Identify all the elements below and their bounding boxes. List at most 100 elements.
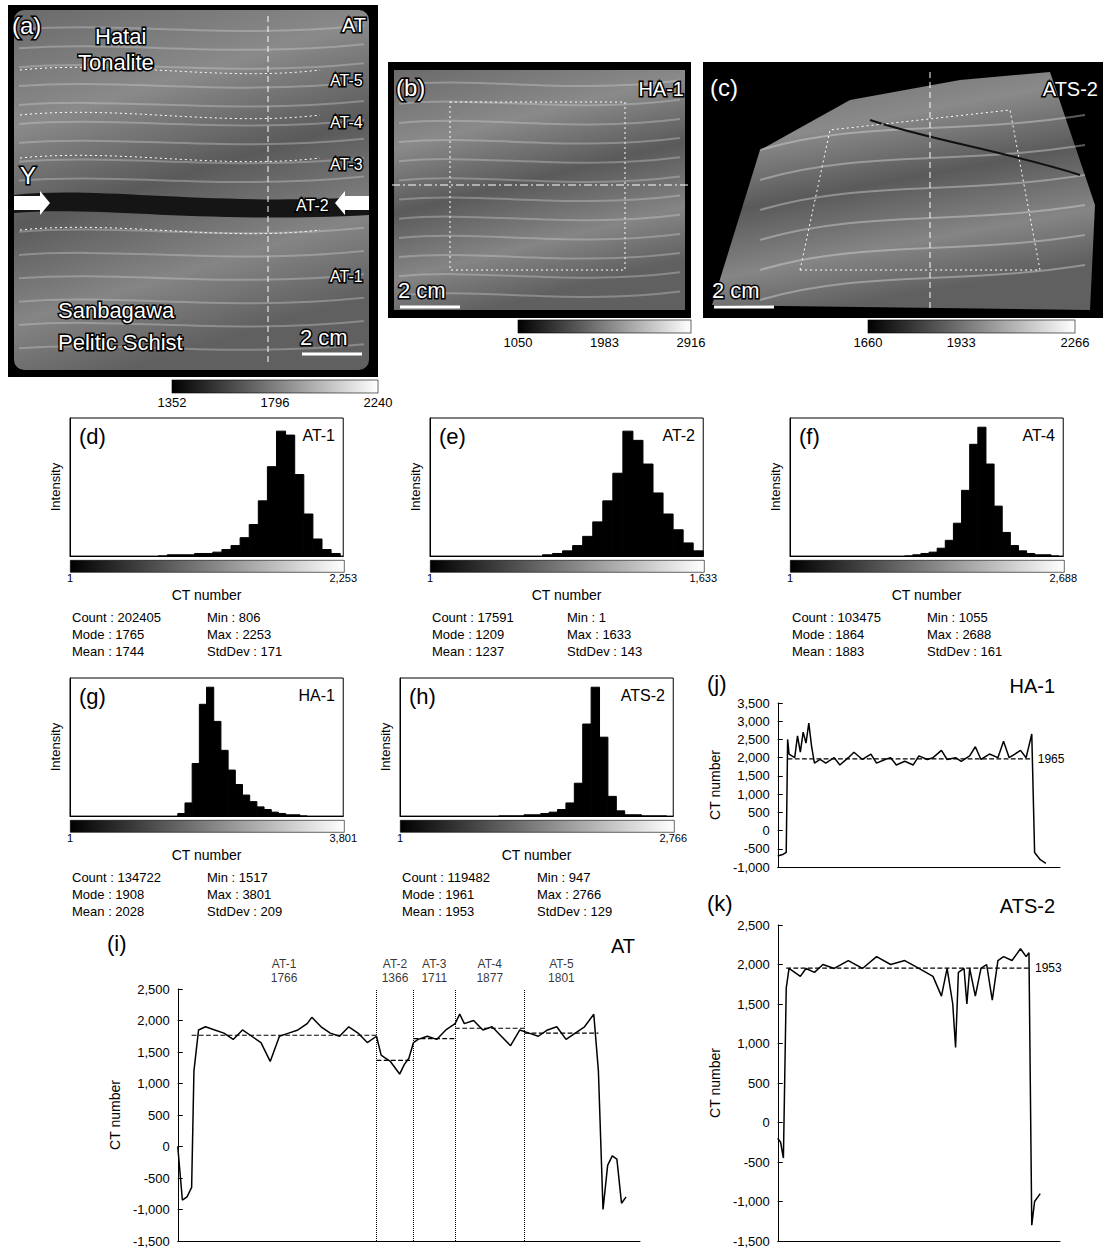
svg-text:1965: 1965 [1038,752,1065,766]
svg-text:CT number: CT number [707,1048,723,1118]
svg-text:-1,500: -1,500 [733,1234,770,1249]
svg-text:CT number: CT number [172,587,242,603]
svg-text:(j): (j) [707,671,727,696]
svg-text:ATS-2: ATS-2 [621,687,665,704]
svg-text:AT-4: AT-4 [478,957,503,971]
svg-text:CT number: CT number [892,587,962,603]
svg-text:2 cm: 2 cm [712,278,760,303]
svg-text:-500: -500 [744,1155,770,1170]
svg-text:1,500: 1,500 [737,997,770,1012]
svg-text:-1,000: -1,000 [133,1202,170,1217]
svg-text:1,633: 1,633 [689,572,717,584]
svg-text:1: 1 [787,572,793,584]
svg-text:2,688: 2,688 [1049,572,1077,584]
svg-text:Intensity: Intensity [378,722,393,771]
svg-text:HA-1: HA-1 [1009,675,1055,697]
svg-text:AT-3: AT-3 [330,156,363,173]
svg-text:Intensity: Intensity [768,462,783,511]
svg-text:AT-3: AT-3 [422,957,447,971]
svg-text:(c): (c) [710,74,738,101]
svg-text:-500: -500 [744,841,770,856]
svg-text:1,000: 1,000 [737,1036,770,1051]
svg-text:2240: 2240 [364,395,393,410]
svg-text:2,766: 2,766 [659,832,687,844]
svg-text:(d): (d) [79,424,106,449]
svg-text:1953: 1953 [1035,961,1062,975]
svg-text:-1,000: -1,000 [733,860,770,875]
svg-text:1,000: 1,000 [137,1076,170,1091]
svg-text:(i): (i) [107,931,127,956]
svg-text:AT-1: AT-1 [330,268,363,285]
svg-text:1801: 1801 [548,971,575,985]
svg-text:-1,500: -1,500 [133,1234,170,1249]
svg-text:2,000: 2,000 [737,957,770,972]
svg-text:AT-1: AT-1 [272,957,297,971]
svg-text:ATS-2: ATS-2 [1000,895,1055,917]
svg-text:2 cm: 2 cm [300,325,348,350]
svg-text:1,000: 1,000 [737,787,770,802]
svg-text:1877: 1877 [476,971,503,985]
svg-text:CT number: CT number [502,847,572,863]
svg-text:1660: 1660 [854,335,883,350]
svg-text:Sanbagawa: Sanbagawa [58,298,175,323]
svg-text:CT number: CT number [707,750,723,820]
svg-text:(e): (e) [439,424,466,449]
svg-text:0: 0 [163,1139,170,1154]
svg-text:2,500: 2,500 [737,918,770,933]
svg-text:1933: 1933 [947,335,976,350]
svg-text:1352: 1352 [158,395,187,410]
svg-text:-500: -500 [144,1171,170,1186]
svg-text:1: 1 [427,572,433,584]
svg-text:1050: 1050 [504,335,533,350]
svg-text:2,000: 2,000 [137,1013,170,1028]
svg-text:Intensity: Intensity [408,462,423,511]
svg-text:500: 500 [748,1076,770,1091]
svg-text:1,500: 1,500 [137,1045,170,1060]
svg-text:0: 0 [763,1115,770,1130]
svg-text:500: 500 [148,1108,170,1123]
svg-text:Intensity: Intensity [48,722,63,771]
svg-text:500: 500 [748,805,770,820]
svg-text:AT-5: AT-5 [549,957,574,971]
svg-text:Hatai: Hatai [95,24,146,49]
svg-text:1: 1 [67,572,73,584]
svg-text:Intensity: Intensity [48,462,63,511]
svg-text:AT: AT [611,935,635,957]
svg-text:AT: AT [342,14,366,36]
svg-text:1,500: 1,500 [737,768,770,783]
svg-text:1711: 1711 [421,971,447,985]
svg-text:2,253: 2,253 [329,572,357,584]
svg-text:CT number: CT number [107,1080,123,1150]
svg-text:3,801: 3,801 [329,832,357,844]
svg-text:1: 1 [67,832,73,844]
svg-text:ATS-2: ATS-2 [1043,78,1098,100]
svg-text:(a): (a) [12,12,41,39]
svg-text:(h): (h) [409,684,436,709]
svg-text:2,000: 2,000 [737,750,770,765]
svg-text:-1,000: -1,000 [733,1194,770,1209]
svg-text:1766: 1766 [271,971,298,985]
svg-text:AT-2: AT-2 [383,957,408,971]
svg-text:(g): (g) [79,684,106,709]
svg-text:2,500: 2,500 [737,732,770,747]
svg-text:(b): (b) [396,74,425,101]
svg-text:AT-4: AT-4 [1022,427,1055,444]
svg-text:HA-1: HA-1 [299,687,336,704]
svg-text:2,500: 2,500 [137,982,170,997]
svg-text:(k): (k) [707,891,733,916]
svg-text:CT number: CT number [532,587,602,603]
svg-text:AT-2: AT-2 [296,197,329,214]
svg-text:1983: 1983 [590,335,619,350]
svg-text:AT-1: AT-1 [302,427,335,444]
svg-text:AT-4: AT-4 [330,114,363,131]
svg-text:1796: 1796 [261,395,290,410]
svg-text:1366: 1366 [382,971,409,985]
svg-text:Y: Y [20,162,36,189]
svg-text:2266: 2266 [1061,335,1090,350]
svg-text:AT-2: AT-2 [662,427,695,444]
svg-text:1: 1 [397,832,403,844]
svg-text:HA-1: HA-1 [638,78,684,100]
svg-text:Tonalite: Tonalite [78,50,154,75]
svg-text:2916: 2916 [677,335,706,350]
svg-text:2 cm: 2 cm [398,278,446,303]
